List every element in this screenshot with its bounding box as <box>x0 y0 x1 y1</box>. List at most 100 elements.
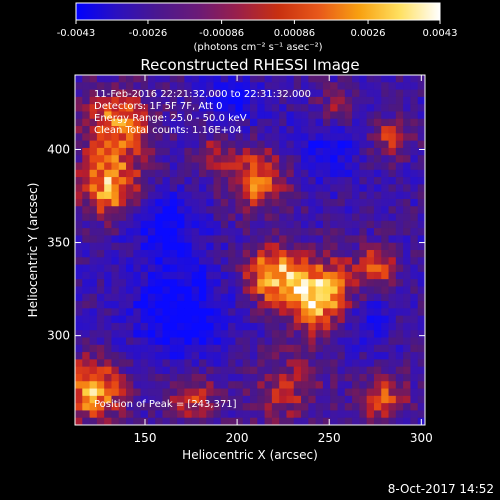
heatmap-cell <box>213 206 222 214</box>
heatmap-cell <box>96 359 105 368</box>
heatmap-cell <box>344 140 353 149</box>
heatmap-cell <box>301 75 309 83</box>
heatmap-cell <box>359 395 368 404</box>
heatmap-cell <box>344 373 353 382</box>
heatmap-cell <box>220 264 229 273</box>
heatmap-cell <box>403 89 411 98</box>
heatmap-cell <box>403 344 411 353</box>
heatmap-cell <box>206 381 214 389</box>
heatmap-cell <box>366 257 375 265</box>
heatmap-cell <box>140 403 149 411</box>
heatmap-cell <box>250 359 258 368</box>
heatmap-cell <box>337 257 346 265</box>
heatmap-cell <box>301 366 309 375</box>
heatmap-cell <box>155 126 163 134</box>
colorbar-tick-label: -0.0043 <box>57 28 96 39</box>
heatmap-cell <box>242 352 251 360</box>
heatmap-cell <box>381 133 389 142</box>
y-tick-label: 350 <box>47 236 70 250</box>
heatmap-cell <box>381 104 389 112</box>
heatmap-cell <box>75 410 83 419</box>
heatmap-cell <box>104 264 112 273</box>
heatmap-cell <box>198 155 207 163</box>
heatmap-cell <box>395 359 404 368</box>
heatmap-cell <box>264 410 273 419</box>
heatmap-cell <box>308 184 317 193</box>
heatmap-cell <box>155 388 163 397</box>
heatmap-cell <box>410 250 419 258</box>
heatmap-cell <box>198 184 207 193</box>
heatmap-cell <box>359 184 368 193</box>
heatmap-cell <box>344 366 353 375</box>
heatmap-cell <box>213 82 222 90</box>
heatmap-cell <box>213 89 222 98</box>
heatmap-cell <box>220 344 229 353</box>
heatmap-cell <box>403 162 411 171</box>
heatmap-cell <box>337 177 346 185</box>
heatmap-cell <box>220 191 229 200</box>
heatmap-cell <box>388 388 397 397</box>
heatmap-cell <box>337 169 346 178</box>
heatmap-cell <box>133 140 142 149</box>
heatmap-cell <box>286 286 295 295</box>
heatmap-cell <box>293 373 302 382</box>
heatmap-cell <box>235 344 244 353</box>
heatmap-cell <box>257 352 265 360</box>
heatmap-cell <box>410 118 419 127</box>
heatmap-cell <box>308 388 317 397</box>
heatmap-cell <box>352 388 360 397</box>
heatmap-cell <box>191 82 200 90</box>
heatmap-cell <box>352 330 360 338</box>
heatmap-cell <box>395 301 404 309</box>
heatmap-cell <box>82 220 90 229</box>
heatmap-cell <box>220 352 229 360</box>
heatmap-cell <box>381 89 389 98</box>
heatmap-cell <box>206 191 214 200</box>
heatmap-cell <box>337 162 346 171</box>
heatmap-cell <box>96 410 105 419</box>
heatmap-cell <box>352 82 360 90</box>
heatmap-cell <box>388 228 397 236</box>
heatmap-cell <box>395 330 404 338</box>
heatmap-cell <box>271 373 280 382</box>
heatmap-cell <box>89 410 98 419</box>
heatmap-cell <box>257 184 265 193</box>
heatmap-cell <box>155 162 163 171</box>
heatmap-cell <box>315 184 324 193</box>
heatmap-cell <box>177 89 185 98</box>
heatmap-cell <box>228 410 236 419</box>
heatmap-cell <box>403 118 411 127</box>
heatmap-cell <box>228 169 236 178</box>
heatmap-cell <box>257 235 265 244</box>
heatmap-cell <box>315 118 324 127</box>
heatmap-cell <box>169 359 178 368</box>
heatmap-cell <box>147 118 156 127</box>
heatmap-cell <box>177 417 185 426</box>
heatmap-cell <box>359 133 368 142</box>
heatmap-cell <box>198 177 207 185</box>
heatmap-cell <box>410 126 419 134</box>
heatmap-cell <box>75 271 83 280</box>
heatmap-cell <box>264 330 273 338</box>
heatmap-cell <box>373 228 382 236</box>
heatmap-cell <box>126 271 134 280</box>
heatmap-cell <box>366 330 375 338</box>
heatmap-cell <box>301 235 309 244</box>
heatmap-cell <box>82 169 90 178</box>
heatmap-cell <box>330 286 338 295</box>
heatmap-cell <box>417 220 426 229</box>
heatmap-cell <box>147 301 156 309</box>
heatmap-cell <box>352 381 360 389</box>
heatmap-cell <box>184 118 193 127</box>
annotation-line: Energy Range: 25.0 - 50.0 keV <box>94 113 247 124</box>
heatmap-cell <box>184 417 193 426</box>
heatmap-cell <box>337 198 346 207</box>
heatmap-cell <box>410 155 419 163</box>
heatmap-cell <box>177 250 185 258</box>
heatmap-cell <box>381 213 389 222</box>
heatmap-cell <box>366 308 375 317</box>
heatmap-cell <box>359 111 368 120</box>
heatmap-cell <box>220 169 229 178</box>
heatmap-cell <box>235 104 244 112</box>
heatmap-cell <box>228 366 236 375</box>
